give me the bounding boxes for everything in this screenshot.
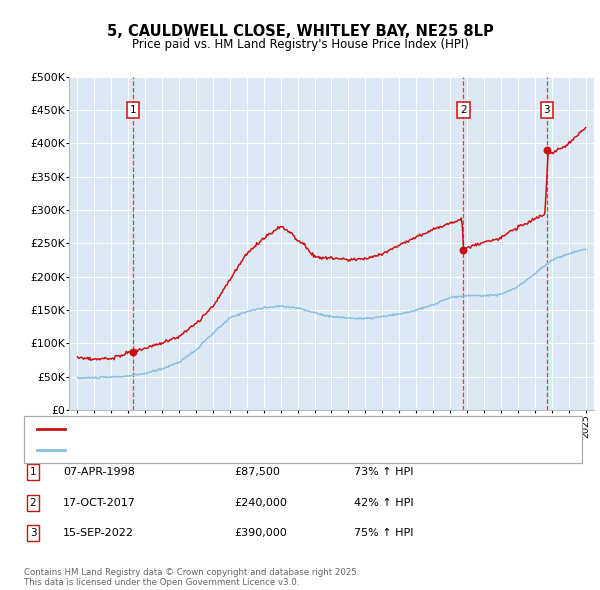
Text: £390,000: £390,000 — [234, 529, 287, 538]
Text: 5, CAULDWELL CLOSE, WHITLEY BAY, NE25 8LP (semi-detached house): 5, CAULDWELL CLOSE, WHITLEY BAY, NE25 8L… — [72, 424, 426, 434]
Text: 1: 1 — [29, 467, 37, 477]
Text: 3: 3 — [29, 529, 37, 538]
Text: 73% ↑ HPI: 73% ↑ HPI — [354, 467, 413, 477]
Text: Contains HM Land Registry data © Crown copyright and database right 2025.
This d: Contains HM Land Registry data © Crown c… — [24, 568, 359, 587]
Text: 42% ↑ HPI: 42% ↑ HPI — [354, 498, 413, 507]
Text: 15-SEP-2022: 15-SEP-2022 — [63, 529, 134, 538]
Text: £240,000: £240,000 — [234, 498, 287, 507]
Text: HPI: Average price, semi-detached house, North Tyneside: HPI: Average price, semi-detached house,… — [72, 445, 358, 455]
Text: 17-OCT-2017: 17-OCT-2017 — [63, 498, 136, 507]
Point — [458, 245, 468, 255]
Text: £87,500: £87,500 — [234, 467, 280, 477]
Text: 75% ↑ HPI: 75% ↑ HPI — [354, 529, 413, 538]
Text: 5, CAULDWELL CLOSE, WHITLEY BAY, NE25 8LP: 5, CAULDWELL CLOSE, WHITLEY BAY, NE25 8L… — [107, 24, 493, 38]
Text: 07-APR-1998: 07-APR-1998 — [63, 467, 135, 477]
Point — [128, 347, 137, 356]
Text: 1: 1 — [130, 105, 136, 115]
Text: 2: 2 — [29, 498, 37, 507]
Point — [542, 145, 551, 155]
Text: 3: 3 — [544, 105, 550, 115]
Text: 2: 2 — [460, 105, 467, 115]
Text: Price paid vs. HM Land Registry's House Price Index (HPI): Price paid vs. HM Land Registry's House … — [131, 38, 469, 51]
